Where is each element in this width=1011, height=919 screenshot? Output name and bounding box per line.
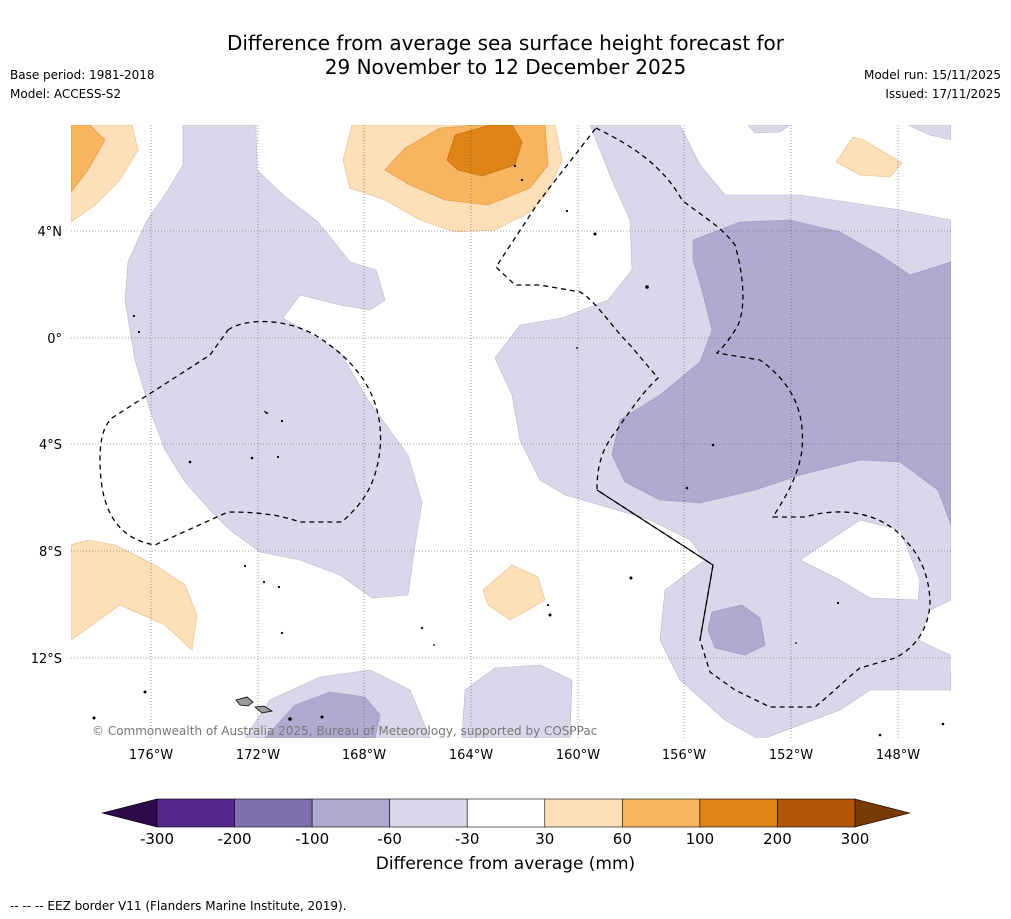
- eez-borders: [99, 127, 931, 708]
- colorbar-tick-6: 60: [613, 830, 632, 848]
- lon-axis-labels: 176°W 172°W 168°W 164°W 160°W 156°W 152°…: [129, 748, 920, 763]
- title-line-2: 29 November to 12 December 2025: [324, 55, 687, 79]
- lat-label-4n: 4°N: [38, 225, 63, 240]
- lon-label-148w: 148°W: [876, 748, 920, 763]
- eez-tokelau-line: [596, 489, 714, 641]
- colorbar-tick-4: -30: [455, 830, 480, 848]
- copyright-notice: © Commonwealth of Australia 2025, Bureau…: [92, 724, 597, 738]
- lon-label-156w: 156°W: [662, 748, 706, 763]
- meta-right: Model run: 15/11/2025 Issued: 17/11/2025: [864, 66, 1001, 104]
- colorbar-tick-1: -200: [218, 830, 252, 848]
- northwest-mid: [71, 125, 106, 193]
- colorbar-segment-8: [777, 798, 856, 828]
- contour-neg-100-60: [264, 219, 951, 738]
- map-title: Difference from average sea surface heig…: [0, 31, 1011, 79]
- colorbar-tick-2: -100: [295, 830, 329, 848]
- graticule: [71, 125, 951, 738]
- west-pool-region: [124, 125, 423, 599]
- colorbar-segment-6: [622, 798, 701, 828]
- colorbar-tick-0: -300: [140, 830, 174, 848]
- colorbar-tick-8: 200: [763, 830, 792, 848]
- model-run: Model run: 15/11/2025: [863, 68, 1001, 82]
- lon-label-164w: 164°W: [449, 748, 493, 763]
- lat-label-4s: 4°S: [39, 438, 62, 453]
- colorbar-extend-low: [101, 798, 158, 828]
- southeast-deep-region: [707, 604, 766, 656]
- colorbar-segment-2: [311, 798, 390, 828]
- south-center-region: [461, 664, 573, 738]
- colorbar-segment-7: [699, 798, 778, 828]
- lon-label-152w: 152°W: [769, 748, 813, 763]
- colorbar-segment-3: [389, 798, 468, 828]
- eez-segment-solid: [596, 489, 714, 641]
- samoa-islands: [235, 696, 274, 714]
- colorbar-segments: [156, 798, 856, 828]
- lat-label-0: 0°: [47, 332, 62, 347]
- colorbar-tick-7: 100: [686, 830, 715, 848]
- east-deep-region: [611, 219, 951, 526]
- southwest-high: [71, 539, 198, 651]
- lat-axis-labels: 4°N 0° 4°S 8°S 12°S: [31, 225, 62, 667]
- east-hole-1: [799, 519, 921, 601]
- south-center-high: [482, 564, 546, 621]
- lon-label-160w: 160°W: [556, 748, 600, 763]
- lat-label-12s: 12°S: [31, 652, 62, 667]
- savaii-island: [235, 696, 254, 707]
- ne-corner-region-2: [907, 125, 951, 141]
- ne-corner-region: [747, 125, 791, 134]
- colorbar: -300 -200 -100 -60 -30 30 60 100 200 300: [101, 798, 911, 848]
- meta-left: Base period: 1981-2018 Model: ACCESS-S2: [10, 66, 155, 104]
- base-period: Base period: 1981-2018: [10, 68, 155, 82]
- issued-date: Issued: 17/11/2025: [885, 87, 1001, 101]
- colorbar-tick-5: 30: [535, 830, 554, 848]
- colorbar-segment-5: [544, 798, 623, 828]
- colorbar-tick-3: -60: [377, 830, 402, 848]
- islands: [92, 164, 945, 737]
- northeast-high: [835, 136, 903, 178]
- map-panel: © Commonwealth of Australia 2025, Bureau…: [71, 125, 951, 738]
- southwest-deep-region: [264, 691, 381, 738]
- lon-label-176w: 176°W: [129, 748, 173, 763]
- near-zero-holes: [799, 519, 921, 601]
- lat-label-8s: 8°S: [39, 545, 62, 560]
- colorbar-tick-9: 300: [841, 830, 870, 848]
- colorbar-segment-1: [234, 798, 313, 828]
- eez-west: [99, 320, 382, 546]
- lon-label-168w: 168°W: [342, 748, 386, 763]
- eez-central: [495, 127, 931, 708]
- eez-footnote: -- -- -- EEZ border V11 (Flanders Marine…: [10, 899, 347, 913]
- colorbar-ticks: -300 -200 -100 -60 -30 30 60 100 200 300: [140, 830, 869, 848]
- colorbar-segment-4: [466, 798, 546, 828]
- colorbar-extend-high: [854, 798, 911, 828]
- upolu-island: [254, 705, 274, 714]
- lon-label-172w: 172°W: [236, 748, 280, 763]
- colorbar-segment-0: [156, 798, 235, 828]
- title-line-1: Difference from average sea surface heig…: [226, 31, 785, 55]
- colorbar-title: Difference from average (mm): [375, 854, 636, 874]
- model-name: Model: ACCESS-S2: [10, 87, 122, 101]
